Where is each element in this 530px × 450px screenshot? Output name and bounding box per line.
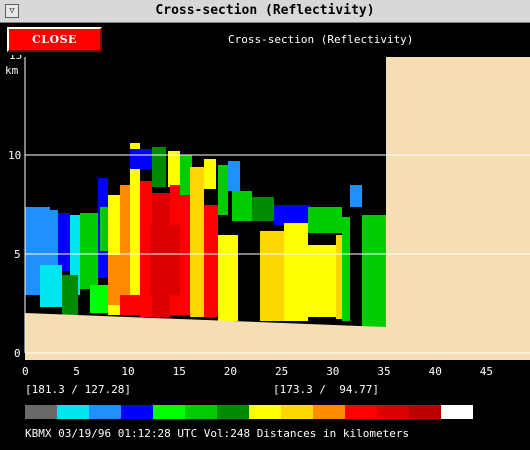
echo-cell xyxy=(274,205,310,225)
echo-cell xyxy=(130,143,140,313)
color-swatch xyxy=(441,405,473,419)
color-swatch xyxy=(121,405,153,419)
color-swatch xyxy=(377,405,409,419)
echo-cell xyxy=(308,245,336,317)
echo-cell xyxy=(362,215,386,327)
echo-cell xyxy=(284,223,308,321)
echo-cell xyxy=(204,205,218,317)
echo-cell xyxy=(204,159,216,189)
echo-cell xyxy=(70,215,80,295)
echo-cell xyxy=(190,167,204,317)
echo-cell xyxy=(120,295,146,315)
close-button[interactable]: CLOSE xyxy=(7,27,102,52)
color-swatch xyxy=(217,405,249,419)
echo-cell xyxy=(130,149,152,169)
echo-cell xyxy=(108,255,128,305)
reflectivity-canvas[interactable]: 15 km 10 5 0 xyxy=(0,55,530,360)
color-swatch xyxy=(281,405,313,419)
color-swatch xyxy=(153,405,185,419)
echo-cell xyxy=(168,151,180,187)
right-endpoint-coords: [173.3 / 94.77] xyxy=(273,383,379,396)
echo-cell xyxy=(252,197,274,221)
color-scale-legend xyxy=(25,405,473,419)
y-tick-label: 0 xyxy=(14,347,21,360)
x-tick-label: 5 xyxy=(73,365,80,378)
window-title: Cross-section (Reflectivity) xyxy=(155,3,375,18)
echo-cell xyxy=(218,235,238,321)
y-tick-label: 10 xyxy=(8,149,21,162)
plot-header: Cross-section (Reflectivity) xyxy=(228,33,414,46)
echo-cell xyxy=(232,191,252,221)
color-swatch xyxy=(249,405,281,419)
color-swatch xyxy=(345,405,377,419)
color-swatch xyxy=(409,405,441,419)
x-tick-label: 40 xyxy=(429,365,442,378)
y-tick-label: 5 xyxy=(14,248,21,261)
echo-cell xyxy=(62,275,78,315)
echo-cell xyxy=(150,225,180,295)
echo-cell xyxy=(120,185,130,315)
echo-cell xyxy=(58,213,70,271)
color-swatch xyxy=(313,405,345,419)
left-endpoint-coords: [181.3 / 127.28] xyxy=(25,383,131,396)
x-tick-label: 10 xyxy=(121,365,134,378)
echo-cells xyxy=(25,143,386,327)
echo-cell xyxy=(100,207,108,251)
title-bar: ▽ Cross-section (Reflectivity) xyxy=(0,0,530,23)
terrain-area xyxy=(25,57,530,360)
x-tick-label: 45 xyxy=(480,365,493,378)
echo-cell xyxy=(228,161,240,191)
x-tick-label: 20 xyxy=(224,365,237,378)
status-line: KBMX 03/19/96 01:12:28 UTC Vol:248 Dista… xyxy=(25,427,410,440)
window-menu-button[interactable]: ▽ xyxy=(5,4,19,18)
echo-cell xyxy=(40,265,62,307)
toolbar: CLOSE Cross-section (Reflectivity) xyxy=(0,23,530,55)
echo-cell xyxy=(350,185,362,207)
echo-cell xyxy=(308,207,342,233)
echo-cell xyxy=(180,155,192,195)
color-swatch xyxy=(89,405,121,419)
y-unit-label: km xyxy=(5,64,19,77)
x-axis-labels: 0 5 10 15 20 25 30 35 40 45 xyxy=(22,365,493,378)
x-tick-label: 30 xyxy=(326,365,339,378)
echo-cell xyxy=(342,217,350,321)
echo-cell xyxy=(140,181,152,317)
x-tick-label: 35 xyxy=(377,365,390,378)
echo-cell xyxy=(80,213,98,289)
x-tick-label: 25 xyxy=(275,365,288,378)
y-tick-label: 15 xyxy=(9,55,22,62)
x-tick-label: 0 xyxy=(22,365,29,378)
echo-cell xyxy=(218,165,228,215)
echo-cell xyxy=(260,231,284,321)
echo-cell xyxy=(50,210,58,292)
color-swatch xyxy=(25,405,57,419)
x-tick-label: 15 xyxy=(173,365,186,378)
color-swatch xyxy=(57,405,89,419)
cross-section-plot[interactable]: 15 km 10 5 0 xyxy=(0,55,530,360)
echo-cell xyxy=(90,285,108,313)
echo-cell xyxy=(152,147,166,187)
color-swatch xyxy=(185,405,217,419)
